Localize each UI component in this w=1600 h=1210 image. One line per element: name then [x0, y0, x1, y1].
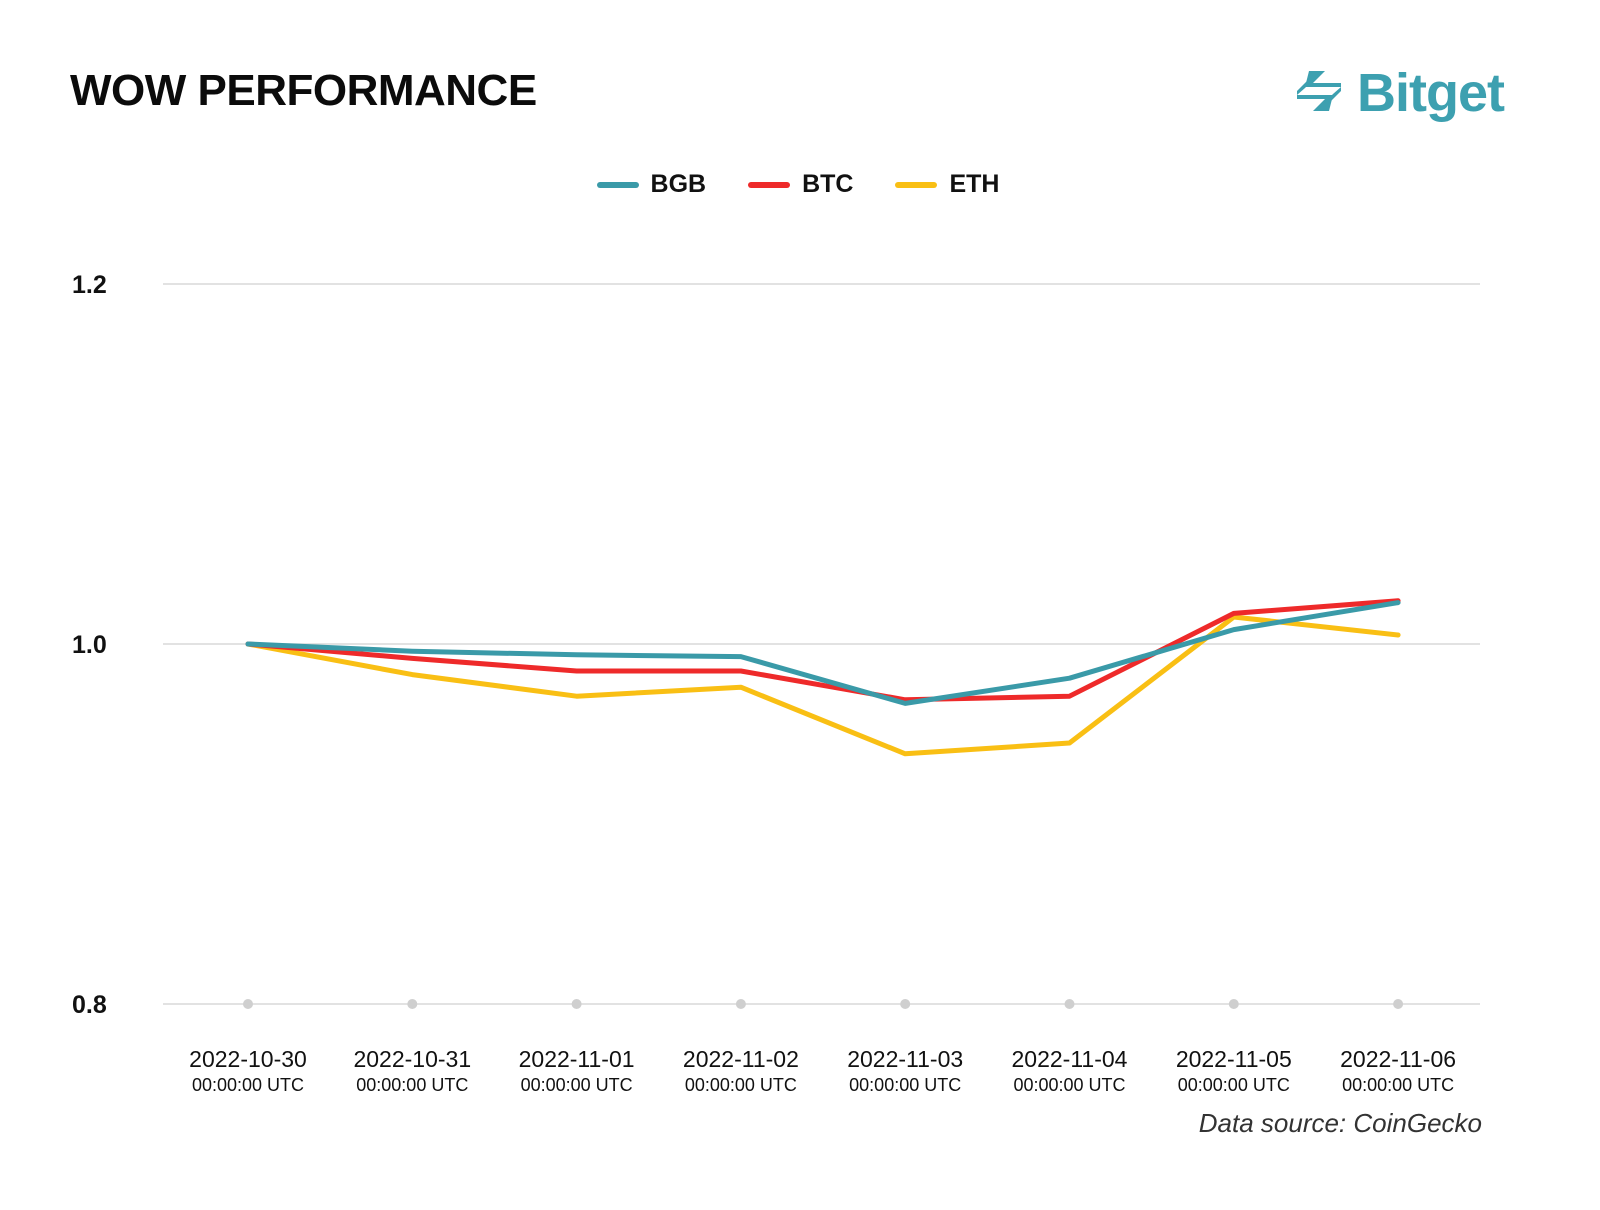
legend-swatch-btc: [748, 181, 791, 188]
x-tick-time-2022-11-03: 00:00:00 UTC: [849, 1075, 961, 1095]
legend-swatch-eth: [895, 181, 938, 188]
legend-label-btc: BTC: [802, 170, 854, 198]
x-tick-time-2022-11-01: 00:00:00 UTC: [521, 1075, 633, 1095]
legend-label-eth: ETH: [949, 170, 1000, 198]
x-tick-time-2022-11-02: 00:00:00 UTC: [685, 1075, 797, 1095]
series-line-btc: [245, 598, 1401, 703]
legend-item-bgb: BGB: [596, 170, 707, 199]
y-tick-label-0.8: 0.8: [72, 991, 107, 1019]
legend-swatch-bgb: [596, 181, 639, 188]
x-tick-date-2022-11-03: 2022-11-03: [847, 1046, 963, 1072]
x-axis-dot-2022-10-30: [243, 999, 253, 1009]
legend-item-btc: BTC: [748, 170, 853, 199]
x-tick-date-2022-11-01: 2022-11-01: [519, 1046, 635, 1072]
x-tick-time-2022-10-31: 00:00:00 UTC: [356, 1075, 468, 1095]
x-tick-time-2022-11-05: 00:00:00 UTC: [1178, 1075, 1290, 1095]
x-tick-date-2022-10-30: 2022-10-30: [189, 1046, 307, 1072]
x-tick-date-2022-11-05: 2022-11-05: [1176, 1046, 1292, 1072]
x-tick-time-2022-10-30: 00:00:00 UTC: [192, 1075, 304, 1095]
x-axis-dot-2022-11-05: [1228, 999, 1239, 1009]
x-tick-time-2022-11-06: 00:00:00 UTC: [1342, 1075, 1454, 1095]
x-axis-dot-2022-11-03: [900, 999, 911, 1009]
series-line-bgb: [245, 600, 1401, 706]
x-tick-date-2022-10-31: 2022-10-31: [353, 1046, 471, 1072]
legend-item-eth: ETH: [895, 170, 999, 199]
bitget-logo-icon: [1291, 63, 1347, 124]
x-tick-time-2022-11-04: 00:00:00 UTC: [1013, 1075, 1125, 1095]
chart-legend: BGB BTC ETH: [0, 170, 1598, 199]
x-axis-dot-2022-11-02: [735, 999, 746, 1009]
x-axis-dot-2022-10-31: [407, 999, 418, 1009]
x-axis-dot-2022-11-06: [1393, 999, 1404, 1009]
legend-label-bgb: BGB: [650, 170, 707, 198]
brand-name: Bitget: [1357, 63, 1505, 123]
x-axis-dot-2022-11-04: [1064, 999, 1075, 1009]
data-source: Data source: CoinGecko: [1198, 1108, 1482, 1138]
brand-logo: Bitget: [1291, 62, 1505, 124]
y-tick-label-1.2: 1.2: [72, 271, 107, 299]
chart-title: WOW PERFORMANCE: [70, 66, 537, 115]
x-tick-date-2022-11-04: 2022-11-04: [1012, 1046, 1128, 1072]
x-tick-date-2022-11-06: 2022-11-06: [1340, 1046, 1456, 1072]
x-tick-date-2022-11-02: 2022-11-02: [683, 1046, 799, 1072]
y-tick-label-1.0: 1.0: [72, 631, 107, 659]
x-axis-dot-2022-11-01: [571, 999, 582, 1009]
